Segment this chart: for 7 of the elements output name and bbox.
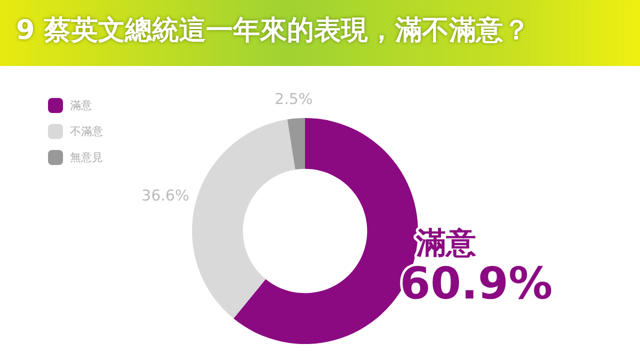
legend-label: 無意見 <box>70 150 103 164</box>
legend-label: 不滿意 <box>70 124 103 138</box>
data-label: 60.9% <box>400 258 553 310</box>
chart-title: 9 蔡英文總統這一年來的表現，滿不滿意？ <box>16 14 530 48</box>
legend-label: 滿意 <box>70 98 92 112</box>
data-label: 36.6% <box>142 186 190 205</box>
data-label: 2.5% <box>274 90 313 108</box>
